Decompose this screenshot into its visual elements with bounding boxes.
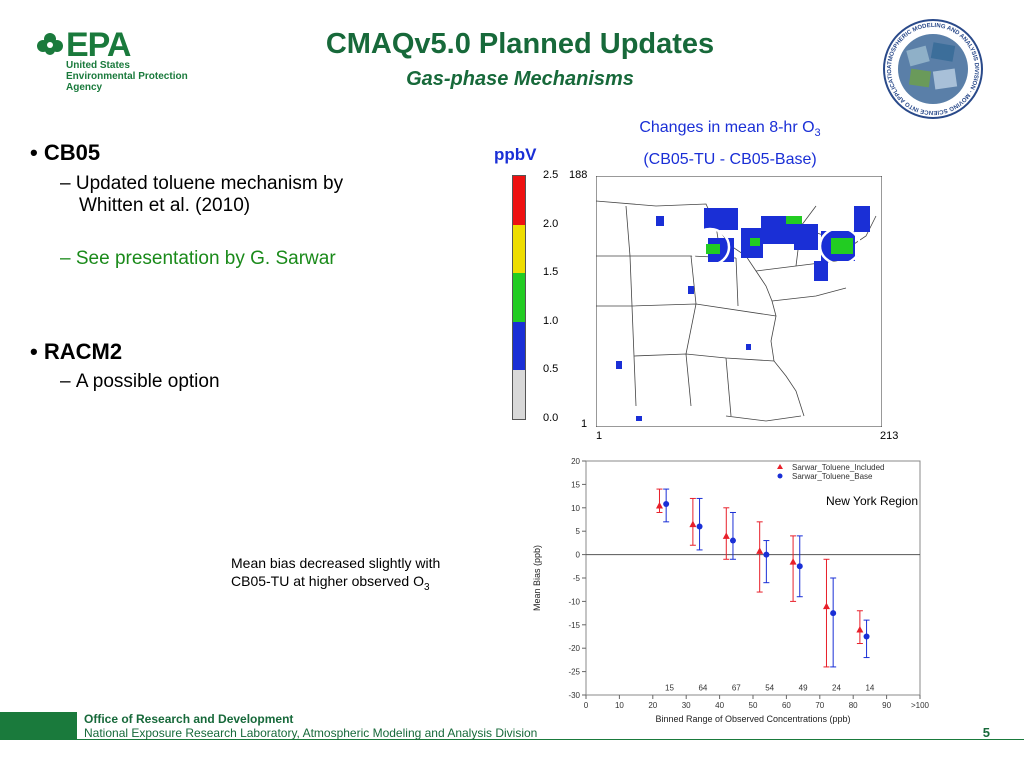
y-tick-label: -30	[568, 691, 580, 700]
x-axis-label: Binned Range of Observed Concentrations …	[655, 714, 850, 724]
colorbar-unit: ppbV	[494, 145, 537, 164]
bullet-racm2: • RACM2	[30, 339, 123, 364]
colorbar-band	[513, 176, 525, 225]
bullet-label: CB05	[43, 140, 101, 165]
data-point	[822, 602, 830, 610]
grid-label-ybottom: 1	[581, 418, 588, 430]
data-point	[729, 537, 736, 544]
page-subtitle: Gas-phase Mechanisms	[406, 68, 634, 90]
data-point	[856, 625, 864, 633]
footer-bar	[0, 712, 77, 740]
x-tick-label: 30	[682, 701, 691, 710]
page-number: 5	[982, 725, 990, 740]
data-point	[689, 520, 697, 528]
colorbar-tick: 2.5	[543, 169, 559, 181]
data-point	[655, 501, 663, 509]
count-label: 24	[832, 683, 841, 692]
x-tick-label: 90	[882, 701, 891, 710]
x-tick-label: 10	[615, 701, 624, 710]
x-tick-label: 70	[815, 701, 824, 710]
epa-flower-icon	[37, 33, 63, 55]
y-tick-label: 10	[571, 504, 580, 513]
legend-marker	[777, 473, 783, 479]
bullet-label: RACM2	[43, 339, 123, 364]
y-tick-label: -5	[573, 574, 581, 583]
epa-logo: EPA United States Environmental Protecti…	[36, 26, 206, 95]
count-label: 14	[865, 683, 874, 692]
colorbar-band	[513, 224, 525, 274]
data-point	[763, 551, 770, 558]
grid-label-xright: 213	[880, 430, 899, 442]
sub-bullet-option: – A possible option	[60, 371, 220, 392]
colorbar-band	[513, 321, 525, 371]
highlight-circle	[689, 227, 731, 267]
map-subtitle: (CB05-TU - CB05-Base)	[643, 151, 817, 168]
x-tick-label: 40	[715, 701, 724, 710]
legend-label: Sarwar_Toluene_Included	[792, 463, 885, 472]
region-annotation: New York Region	[826, 494, 918, 508]
grid-label-ytop: 188	[569, 169, 588, 181]
y-tick-label: 15	[571, 480, 580, 489]
highlight-circle	[818, 226, 862, 266]
count-label: 64	[698, 683, 707, 692]
data-point	[696, 523, 703, 530]
division-seal-icon: ATMOSPHERIC MODELING AND ANALYSIS DIVISI…	[882, 18, 983, 119]
agency-name: United States Environmental Protection A…	[66, 60, 188, 93]
y-tick-label: 0	[576, 551, 581, 560]
count-label: 49	[799, 683, 808, 692]
data-point	[796, 563, 803, 570]
legend-marker	[777, 464, 783, 469]
bullet-cb05: • CB05	[30, 140, 101, 165]
colorbar-tick: 2.0	[543, 218, 559, 230]
y-tick-label: -20	[568, 644, 580, 653]
lab-name: National Exposure Research Laboratory, A…	[84, 726, 538, 740]
ozone-change-map	[596, 176, 882, 427]
data-point	[830, 610, 837, 617]
y-tick-label: -25	[568, 668, 580, 677]
x-tick-label: >100	[911, 701, 930, 710]
x-tick-label: 80	[849, 701, 858, 710]
office-name: Office of Research and Development	[84, 712, 294, 726]
data-point	[756, 547, 764, 554]
sub-bullet-toluene: – Updated toluene mechanism by Whitten e…	[60, 173, 344, 216]
data-point	[863, 633, 870, 640]
x-tick-label: 20	[648, 701, 657, 710]
grid-label-xleft: 1	[596, 430, 603, 442]
map-frame	[596, 176, 882, 427]
y-tick-label: 5	[576, 527, 581, 536]
data-point	[663, 501, 670, 508]
colorbar-tick: 0.5	[543, 363, 559, 375]
count-label: 67	[732, 683, 741, 692]
colorbar-tick: 0.0	[543, 412, 559, 424]
map-title: Changes in mean 8-hr O3	[639, 119, 821, 140]
y-tick-label: -10	[568, 597, 580, 606]
colorbar-tick: 1.0	[543, 315, 559, 327]
count-label: 15	[665, 683, 674, 692]
y-tick-label: -15	[568, 621, 580, 630]
x-tick-label: 50	[749, 701, 758, 710]
colorbar-band	[513, 273, 525, 322]
page-title: CMAQv5.0 Planned Updates	[325, 28, 715, 60]
bias-note: Mean bias decreased slightly with CB05-T…	[231, 555, 441, 593]
count-label: 54	[765, 683, 774, 692]
epa-wordmark: EPA	[66, 26, 131, 64]
y-tick-label: 20	[571, 457, 580, 466]
colorbar	[512, 175, 526, 420]
data-point	[722, 532, 730, 539]
sub-bullet-sarwar: – See presentation by G. Sarwar	[60, 248, 336, 269]
colorbar-tick: 1.5	[543, 266, 559, 278]
footer-rule	[77, 739, 1024, 740]
data-point	[789, 558, 797, 565]
y-axis-label: Mean Bias (ppb)	[532, 545, 542, 611]
ozone-increase-cells	[616, 206, 870, 421]
colorbar-band	[513, 370, 525, 419]
legend-label: Sarwar_Toluene_Base	[792, 472, 873, 481]
x-tick-label: 60	[782, 701, 791, 710]
x-tick-label: 0	[584, 701, 589, 710]
